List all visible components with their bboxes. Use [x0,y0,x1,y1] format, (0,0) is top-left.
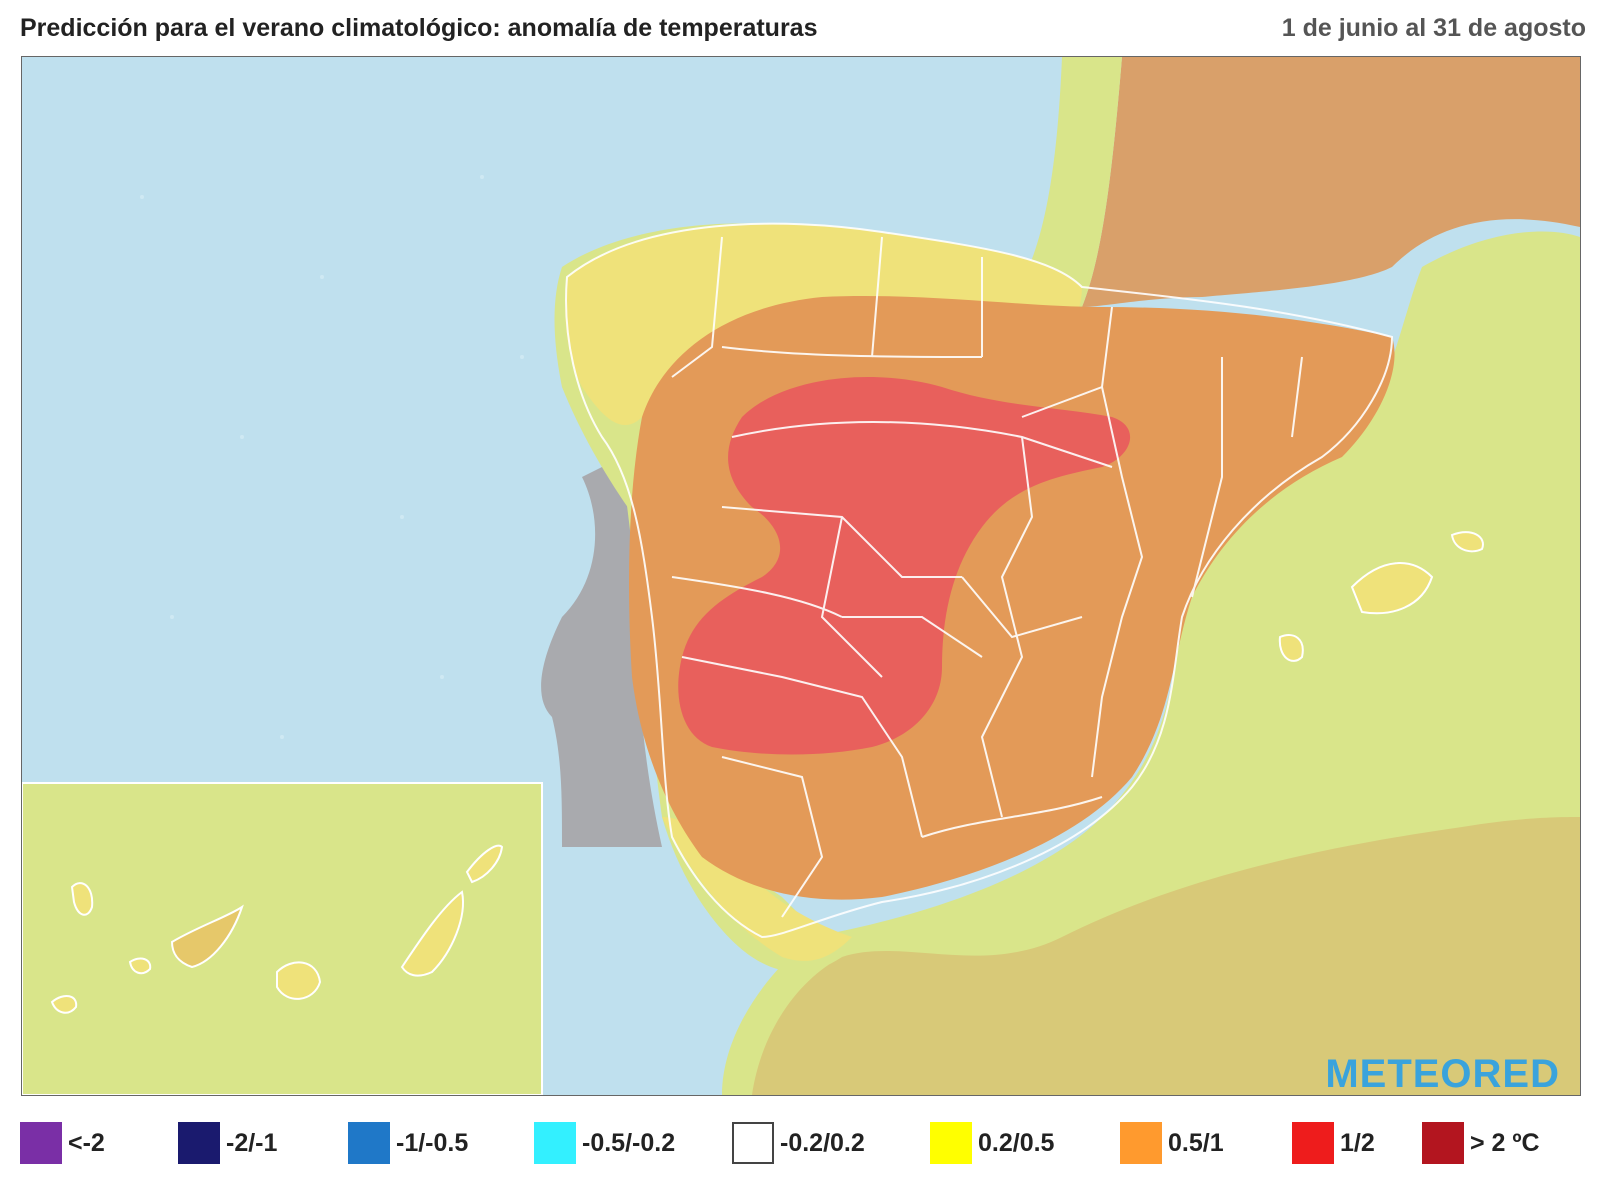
legend-label: -1/-0.5 [396,1128,469,1157]
legend-label: <-2 [68,1128,105,1157]
lanzarote [465,844,504,884]
legend-swatch [1292,1122,1334,1164]
legend-swatch [1422,1122,1464,1164]
tenerife [170,904,244,969]
legend-item: > 2 ºC [1422,1118,1540,1168]
la-gomera [128,957,152,975]
legend-swatch [348,1122,390,1164]
legend-label: 1/2 [1340,1128,1375,1157]
legend-swatch [178,1122,220,1164]
legend-item: -1/-0.5 [348,1118,468,1168]
legend: <-2 -2/-1 -1/-0.5 -0.5/-0.2 -0.2/0.2 0.2… [20,1118,1590,1168]
north-africa [752,817,1580,1095]
menorca [1450,531,1484,553]
legend-label: -2/-1 [226,1128,278,1157]
legend-label: 0.2/0.5 [978,1128,1055,1157]
page-title: Predicción para el verano climatológico:… [20,14,818,42]
france-region [1082,57,1580,307]
legend-item: -2/-1 [178,1118,277,1168]
gran-canaria [276,961,322,1000]
legend-item: 1/2 [1292,1118,1375,1168]
header: Predicción para el verano climatológico:… [0,0,1600,56]
legend-swatch [534,1122,576,1164]
legend-label: 0.5/1 [1168,1128,1224,1157]
mallorca [1350,562,1434,615]
ibiza [1278,634,1304,662]
legend-item: 0.5/1 [1120,1118,1224,1168]
legend-item: <-2 [20,1118,105,1168]
legend-label: -0.5/-0.2 [582,1128,676,1157]
legend-item: 0.2/0.5 [930,1118,1054,1168]
forecast-map[interactable] [22,57,1580,1095]
region-borders [565,222,1394,939]
canary-inset [22,782,543,1095]
legend-swatch [20,1122,62,1164]
meteored-logo: METEORED [1325,1052,1560,1096]
fuerteventura [400,890,464,977]
legend-item: -0.2/0.2 [732,1118,865,1168]
date-range: 1 de junio al 31 de agosto [1281,14,1586,42]
map-frame[interactable] [21,56,1581,1096]
legend-swatch [1120,1122,1162,1164]
legend-label: > 2 ºC [1470,1128,1540,1157]
legend-item: -0.5/-0.2 [534,1118,675,1168]
la-palma [70,882,94,916]
el-hierro [50,995,78,1014]
anomaly-1-2-region [678,377,1131,755]
legend-swatch [930,1122,972,1164]
legend-label: -0.2/0.2 [780,1128,865,1157]
coastal-band-north [982,57,1122,332]
sea-texture [140,175,524,739]
legend-swatch [732,1122,774,1164]
